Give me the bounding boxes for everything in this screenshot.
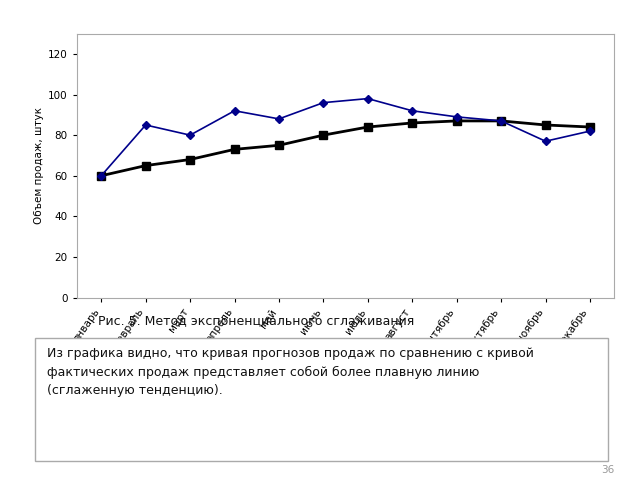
Text: Из графика видно, что кривая прогнозов продаж по сравнению с кривой
фактических : Из графика видно, что кривая прогнозов п… bbox=[47, 347, 534, 397]
Text: Рис. 5. Метод экспоненциального сглаживания: Рис. 5. Метод экспоненциального сглажива… bbox=[98, 314, 414, 327]
Text: 36: 36 bbox=[601, 465, 614, 475]
Y-axis label: Объем продаж, штук: Объем продаж, штук bbox=[34, 107, 44, 224]
